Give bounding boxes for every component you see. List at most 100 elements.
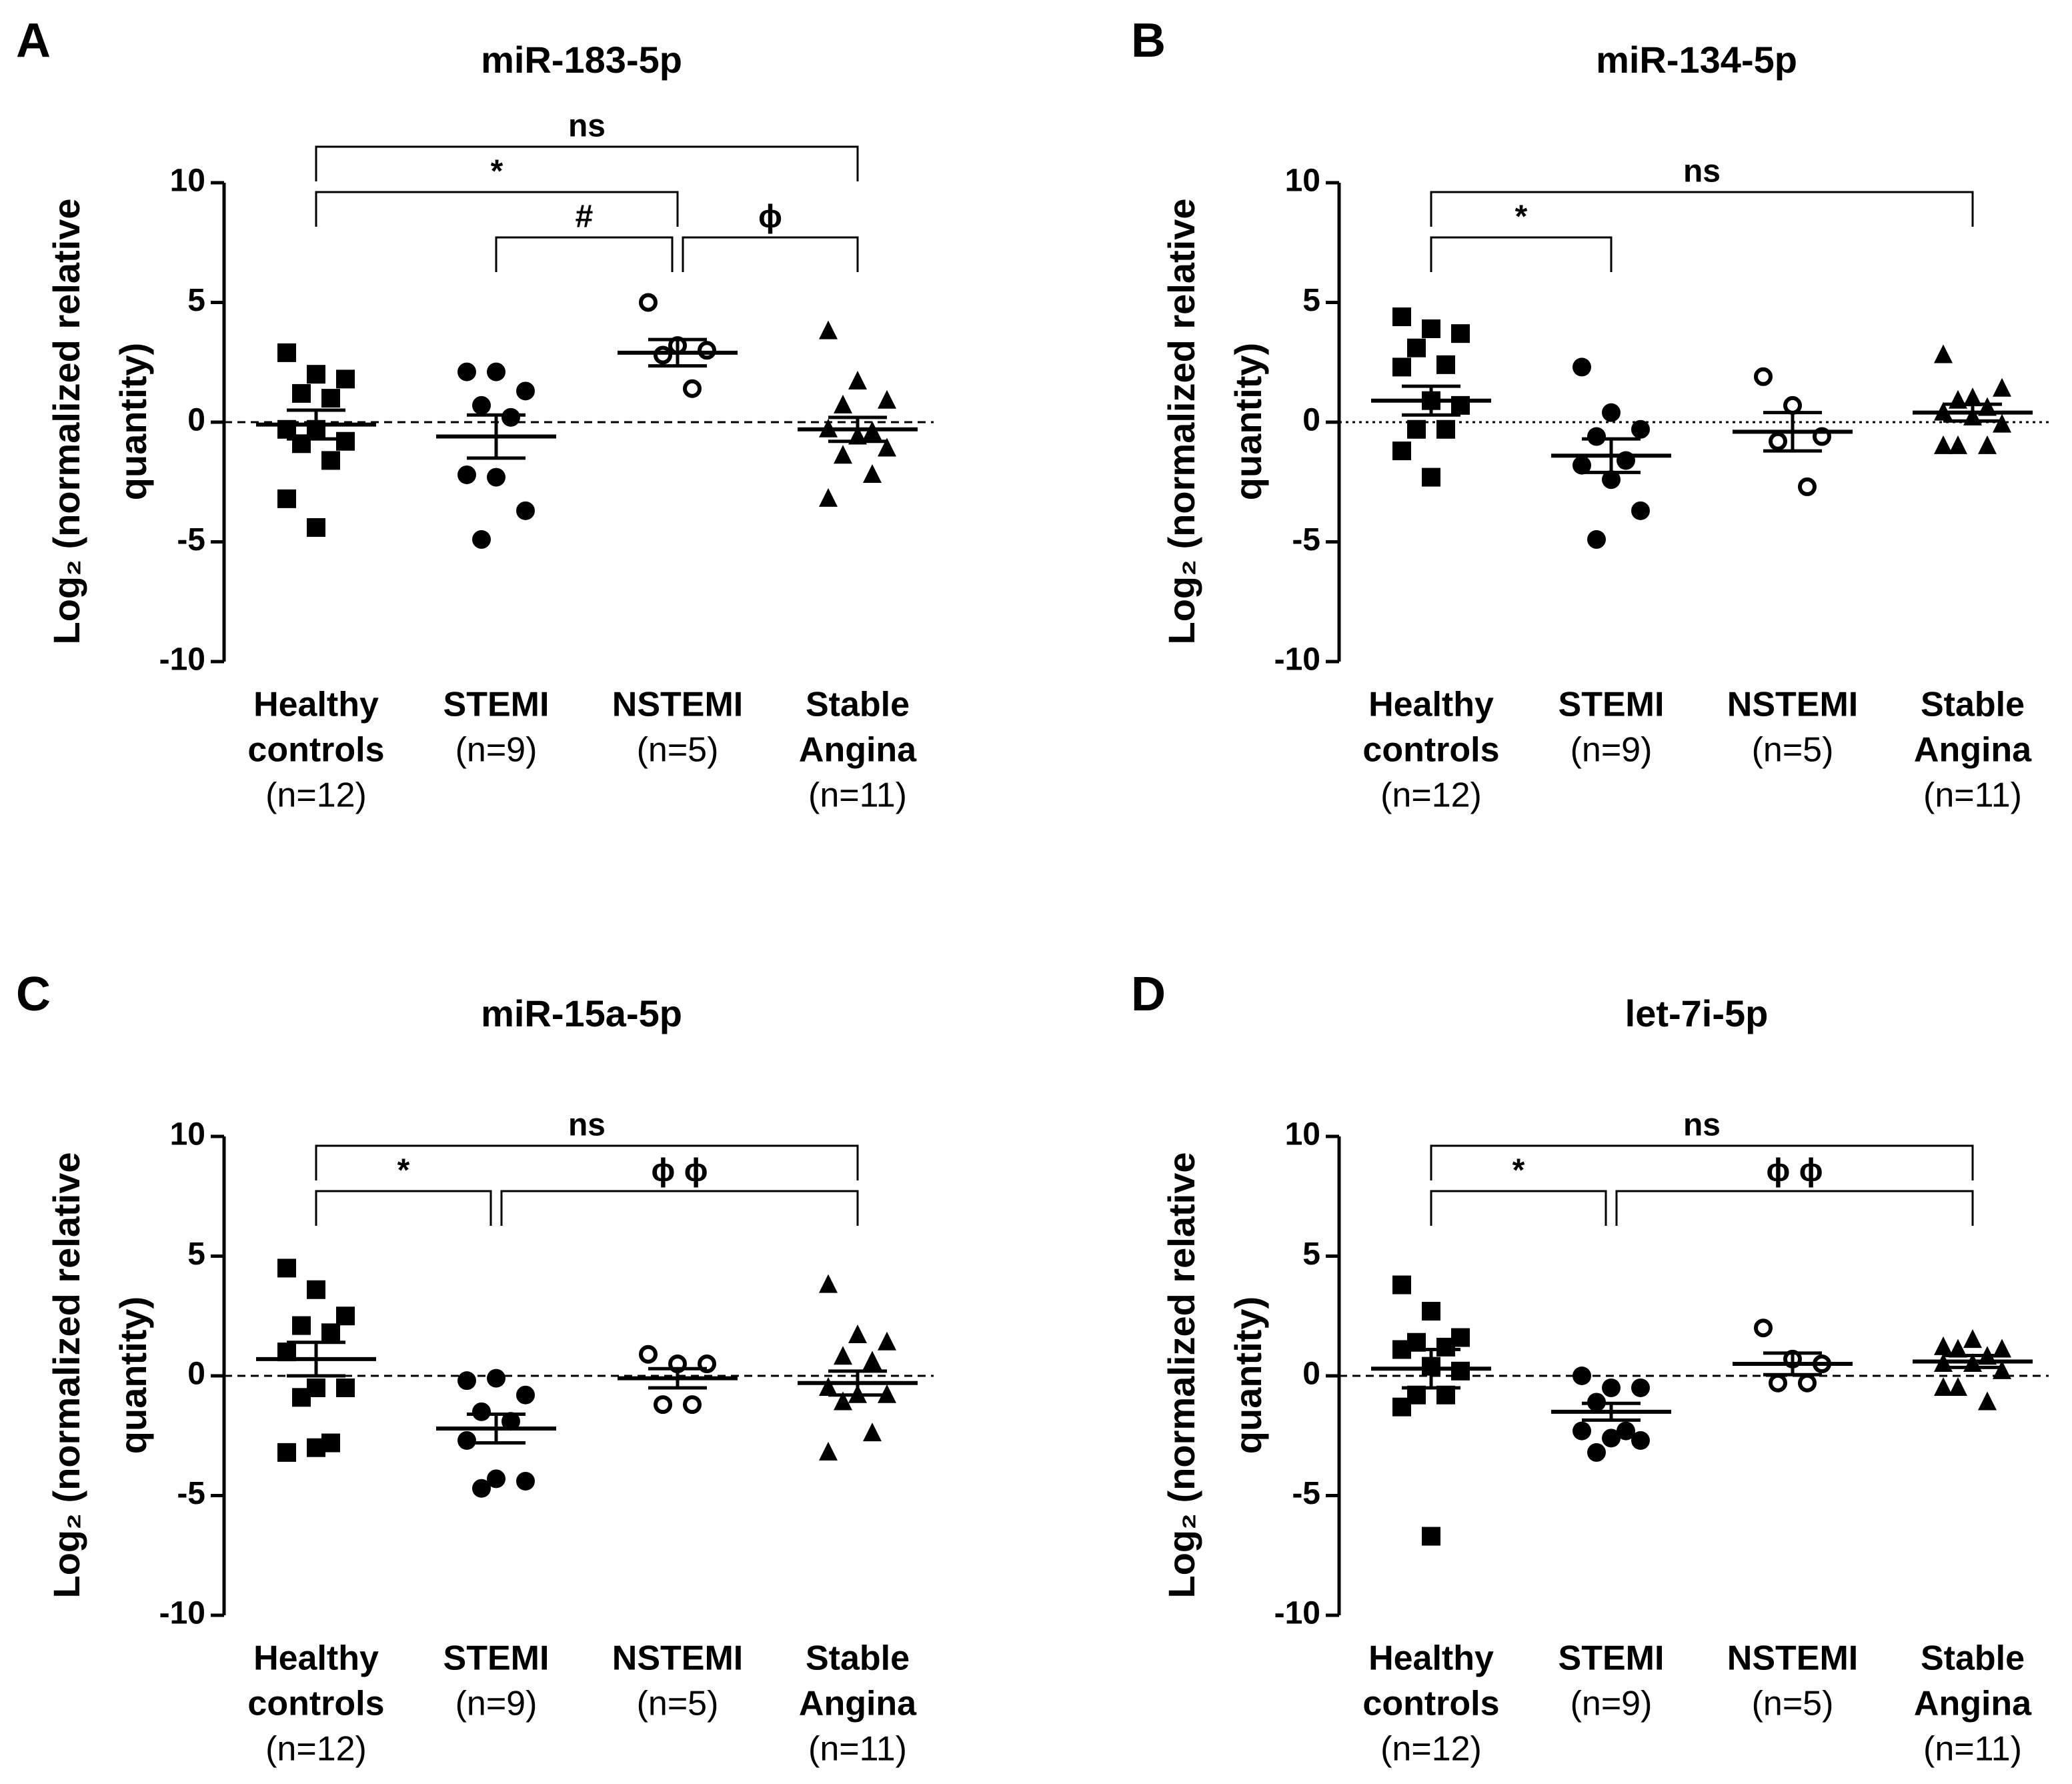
data-point [516, 381, 535, 401]
significance-bracket [1430, 1144, 1974, 1180]
data-point [834, 1346, 852, 1365]
n-label: (n=9) [1571, 731, 1653, 770]
data-point [1451, 1361, 1470, 1381]
significance-bracket [1430, 1190, 1607, 1226]
data-point [1392, 441, 1411, 461]
x-tick-label: STEMI [1559, 686, 1665, 724]
data-point [1631, 1431, 1650, 1450]
significance-label: ϕ ϕ [1766, 1153, 1823, 1188]
data-point [1949, 1339, 1967, 1358]
data-point [1993, 413, 2011, 433]
significance-bracket [495, 236, 674, 272]
n-label: (n=9) [455, 731, 538, 770]
significance-label: * [1515, 199, 1528, 235]
data-point [1949, 1377, 1967, 1396]
data-point [639, 1345, 658, 1364]
panel-letter: D [1131, 968, 1166, 1021]
data-point [1963, 387, 1982, 407]
data-point [1436, 419, 1455, 439]
x-tick-label: NSTEMI [612, 1639, 743, 1678]
x-tick-label: Stable [1921, 1639, 2025, 1678]
data-point [1602, 1378, 1621, 1397]
data-point [487, 468, 505, 487]
data-point [487, 362, 505, 381]
y-tick-label: 0 [187, 1357, 205, 1392]
data-point [457, 1431, 476, 1450]
data-point [472, 1479, 491, 1498]
data-point [1573, 1367, 1591, 1385]
data-point [654, 345, 672, 365]
x-tick-label: Healthy [1368, 686, 1494, 724]
y-axis-label: Log₂ (normalized relative [1160, 1152, 1202, 1598]
data-point [307, 1438, 325, 1457]
n-label: (n=11) [1923, 776, 2022, 815]
data-point [1769, 431, 1787, 451]
chart-title: miR-15a-5p [481, 992, 682, 1034]
data-point [277, 343, 296, 362]
data-point [1978, 435, 1997, 454]
data-point [1783, 395, 1802, 415]
data-point [1993, 1360, 2011, 1379]
data-point [1451, 324, 1470, 343]
data-point [457, 362, 476, 381]
y-axis-label: Log₂ (normalized relative [45, 1152, 87, 1598]
data-point [1422, 1527, 1440, 1546]
x-tick-label: NSTEMI [612, 686, 743, 724]
significance-label: ns [1683, 154, 1721, 189]
y-tick-label: -5 [177, 1476, 205, 1511]
n-label: (n=9) [1571, 1685, 1653, 1723]
significance-label: ϕ ϕ [651, 1153, 708, 1188]
data-point [321, 1323, 340, 1343]
data-point [1934, 1377, 1953, 1396]
data-point [336, 1378, 355, 1397]
data-point [336, 431, 355, 451]
data-point [292, 383, 311, 403]
n-label: (n=9) [455, 1685, 538, 1723]
data-point [472, 1402, 491, 1421]
data-point [292, 1388, 311, 1407]
y-tick-label: -5 [1292, 1476, 1320, 1511]
x-tick-label: STEMI [443, 686, 550, 724]
y-axis-label: Log₂ (normalized relative [45, 198, 87, 644]
x-tick-label: STEMI [1559, 1639, 1665, 1678]
data-point [1617, 1421, 1635, 1441]
x-tick-label: Stable [806, 1639, 910, 1678]
y-tick-label: 10 [1285, 1117, 1320, 1152]
data-point [1949, 435, 1967, 454]
data-point [1934, 435, 1953, 454]
data-point [1934, 1336, 1953, 1355]
y-tick-label: -10 [159, 1596, 205, 1631]
data-point [457, 1371, 476, 1391]
data-point [516, 501, 535, 520]
data-point [1392, 357, 1411, 377]
data-point [819, 1441, 838, 1461]
data-point [878, 437, 896, 457]
data-point [277, 1443, 296, 1462]
data-point [1573, 1421, 1591, 1441]
y-tick-label: -10 [1274, 1596, 1320, 1631]
data-point [1392, 307, 1411, 327]
significance-bracket [315, 191, 679, 227]
data-point [863, 1351, 882, 1370]
significance-label: * [1512, 1153, 1525, 1188]
significance-bracket [315, 145, 859, 181]
data-point [1993, 377, 2011, 397]
data-point [472, 530, 491, 549]
y-tick-label: 5 [1302, 283, 1320, 318]
data-point [472, 395, 491, 415]
x-tick-label: Healthy [253, 686, 379, 724]
data-point [457, 465, 476, 484]
data-point [1422, 319, 1440, 338]
data-point [863, 1423, 882, 1442]
data-point [1754, 1318, 1773, 1338]
n-label: (n=11) [1923, 1730, 2022, 1769]
y-axis-label: quantity) [1227, 343, 1269, 500]
y-tick-label: 10 [170, 1117, 205, 1152]
y-tick-label: -10 [159, 642, 205, 678]
data-point [834, 445, 852, 464]
data-point [878, 389, 896, 409]
